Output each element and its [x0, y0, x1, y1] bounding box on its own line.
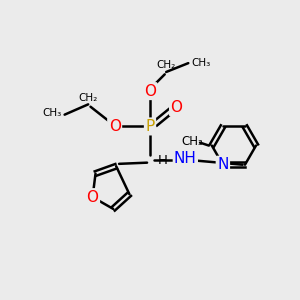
Text: H: H — [158, 154, 167, 167]
Text: P: P — [146, 119, 154, 134]
Text: O: O — [109, 119, 121, 134]
Text: O: O — [170, 100, 182, 115]
Text: NH: NH — [174, 151, 197, 166]
Text: CH₃: CH₃ — [191, 58, 211, 68]
Text: CH₂: CH₂ — [79, 93, 98, 103]
Text: O: O — [87, 190, 99, 205]
Text: CH₃: CH₃ — [182, 135, 204, 148]
Text: O: O — [144, 84, 156, 99]
Text: CH₃: CH₃ — [42, 108, 62, 118]
Text: CH₂: CH₂ — [157, 61, 176, 70]
Text: N: N — [217, 157, 229, 172]
